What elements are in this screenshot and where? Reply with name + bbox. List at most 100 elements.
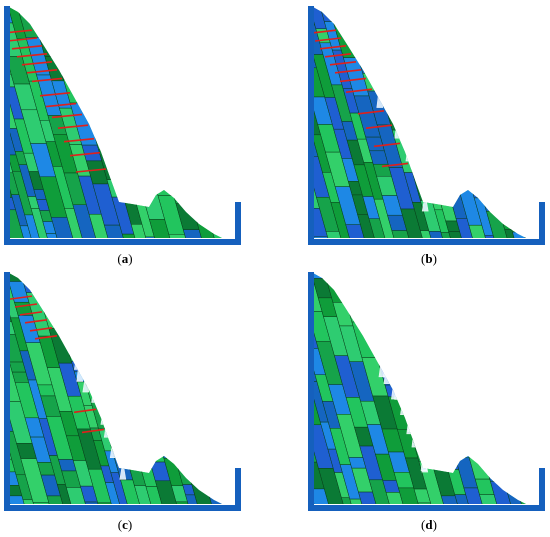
rock-block: [127, 422, 148, 451]
rock-block: [135, 7, 155, 26]
rock-block: [504, 229, 516, 238]
rock-block: [88, 34, 103, 53]
rock-block: [174, 63, 198, 90]
failure-crack: [406, 409, 414, 435]
rock-block: [427, 309, 452, 341]
rock-block: [527, 78, 538, 94]
rock-block: [536, 110, 538, 139]
rock-block: [203, 332, 227, 368]
rock-block: [371, 55, 384, 69]
rock-block: [121, 400, 140, 423]
rock-block: [235, 447, 244, 468]
rock-block: [402, 67, 425, 106]
rock-block: [172, 91, 195, 133]
anchor-bolt: [45, 102, 77, 108]
rock-block: [467, 399, 490, 430]
rock-block: [172, 134, 190, 150]
rock-block: [420, 230, 433, 238]
rock-block: [161, 49, 184, 92]
rock-block: [215, 154, 231, 172]
rock-block: [530, 284, 538, 296]
rock-block: [184, 132, 206, 173]
rock-block: [85, 356, 109, 394]
rock-block: [22, 499, 35, 504]
rock-block: [199, 184, 217, 211]
rock-block: [484, 235, 496, 238]
rock-block: [73, 339, 86, 356]
rock-block: [440, 495, 459, 504]
rock-block: [439, 44, 458, 60]
rock-block: [148, 281, 175, 321]
rock-block: [368, 479, 391, 504]
rock-mass: [9, 273, 244, 504]
rock-block: [439, 440, 460, 470]
failure-crack: [100, 405, 108, 425]
rock-block: [428, 231, 444, 238]
rock-block: [153, 349, 178, 382]
rock-block: [148, 105, 177, 150]
rock-block: [110, 323, 134, 349]
rock-block: [467, 143, 490, 174]
rock-block: [145, 273, 164, 282]
rock-block: [362, 306, 388, 349]
rock-block: [427, 7, 449, 27]
rock-block: [497, 138, 515, 169]
rock-block: [32, 502, 51, 504]
rock-block: [463, 436, 482, 450]
rock-block: [162, 380, 188, 417]
rock-block: [134, 485, 153, 504]
rock-block: [433, 54, 453, 90]
rock-block: [231, 138, 234, 153]
rock-block: [411, 339, 431, 367]
rock-block: [145, 486, 164, 504]
rock-block: [400, 208, 424, 238]
rock-block: [543, 362, 548, 378]
rock-block: [160, 149, 186, 180]
rock-block: [431, 372, 452, 393]
rock-block: [154, 26, 169, 38]
rock-block: [121, 273, 135, 279]
rock-block: [235, 2, 244, 35]
rock-block: [377, 273, 399, 295]
rock-block: [490, 156, 513, 192]
rock-block: [197, 273, 219, 292]
rock-block: [88, 7, 112, 27]
rock-block: [391, 273, 407, 281]
rock-block: [139, 296, 159, 315]
anchor-bolt: [9, 295, 33, 300]
rock-block: [103, 7, 124, 14]
rock-block: [231, 435, 234, 448]
rock-block: [127, 382, 149, 402]
rock-block: [176, 149, 194, 162]
rock-block: [85, 24, 98, 35]
anchor-bolt: [334, 69, 362, 74]
rock-block: [144, 349, 165, 387]
rock-block: [387, 85, 411, 122]
rock-block: [540, 83, 548, 96]
rock-block: [128, 91, 158, 136]
rock-block: [140, 134, 161, 149]
rock-block: [168, 41, 191, 65]
rock-mass: [313, 7, 548, 238]
rock-block: [199, 98, 215, 115]
rock-block: [154, 480, 179, 504]
rock-block: [364, 7, 384, 26]
rock-block: [484, 409, 506, 446]
rock-block: [157, 37, 172, 50]
rock-block: [535, 133, 538, 178]
rock-block: [475, 341, 494, 365]
rock-block: [413, 28, 433, 50]
rock-block: [241, 468, 244, 501]
rock-block: [185, 46, 206, 82]
rock-block: [238, 66, 244, 86]
rock-block: [165, 423, 185, 460]
rock-block: [194, 81, 211, 100]
rock-block: [133, 349, 157, 392]
rock-block: [325, 231, 343, 238]
rock-block: [522, 58, 538, 80]
rock-block: [496, 26, 513, 52]
rock-block: [103, 224, 125, 238]
rock-block: [403, 99, 418, 120]
rock-block: [225, 368, 234, 405]
anchor-bolt: [14, 303, 38, 308]
